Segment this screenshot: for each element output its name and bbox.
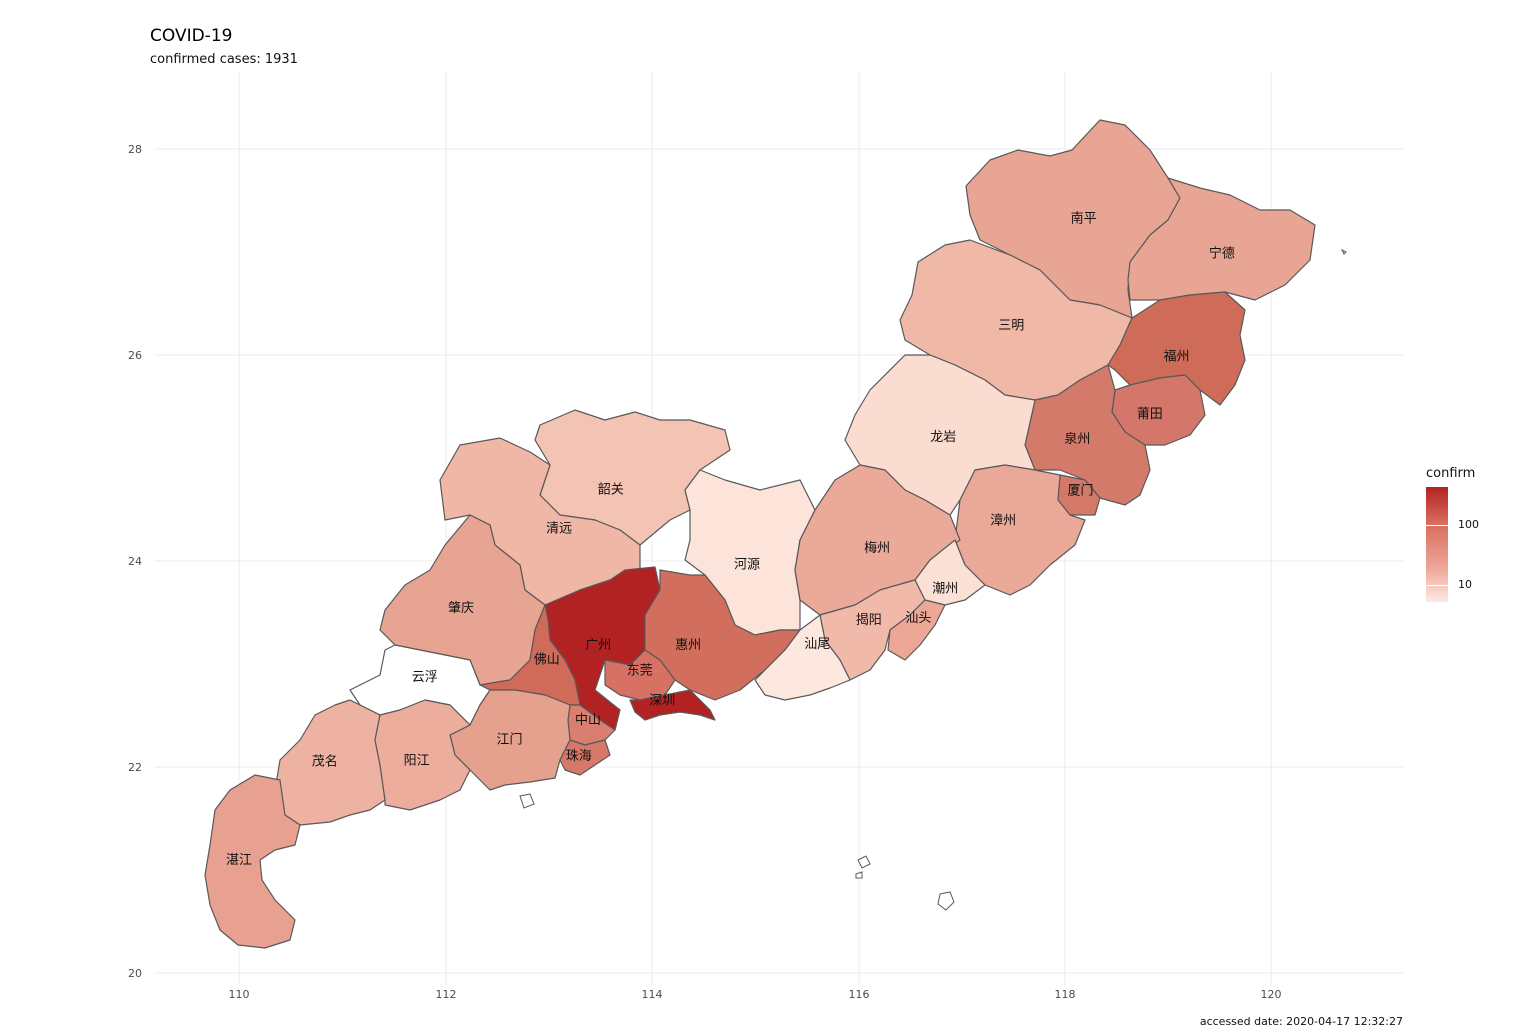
- y-tick-label: 20: [128, 967, 142, 980]
- region-label: 肇庆: [448, 601, 474, 616]
- region-label: 江门: [496, 733, 522, 748]
- region-label: 湛江: [226, 853, 252, 868]
- legend-title: confirm: [1426, 466, 1476, 481]
- region-label: 珠海: [566, 749, 592, 764]
- region-label: 云浮: [412, 670, 438, 685]
- region-label: 汕尾: [804, 637, 830, 652]
- legend-tickmark: [1426, 585, 1448, 586]
- y-tick-label: 24: [128, 555, 142, 568]
- legend-color-bar: [1426, 487, 1448, 602]
- x-tick-label: 118: [1055, 988, 1076, 1001]
- legend-tick-100: 100: [1458, 518, 1479, 531]
- region-label: 清远: [546, 522, 572, 537]
- island: [519, 793, 535, 809]
- x-tick-label: 114: [642, 988, 663, 1001]
- region-label: 莆田: [1137, 407, 1163, 422]
- caption: accessed date: 2020-04-17 12:32:27: [1199, 1015, 1403, 1028]
- region-fuzhou[interactable]: [1107, 291, 1246, 406]
- x-axis: 110 112 114 116 118 120: [229, 988, 1282, 1001]
- region-label: 梅州: [864, 541, 890, 556]
- region-label: 阳江: [404, 753, 430, 768]
- region-quanzhou[interactable]: [1024, 364, 1151, 506]
- islands: [519, 248, 1347, 911]
- chart-title: COVID-19: [150, 26, 233, 46]
- x-tick-label: 116: [849, 988, 870, 1001]
- legend-tick-10: 10: [1458, 578, 1472, 591]
- legend-tickmark: [1426, 525, 1448, 526]
- y-axis: 28 26 24 22 20: [128, 143, 142, 980]
- region-label: 佛山: [534, 652, 560, 667]
- region-label: 福州: [1163, 350, 1189, 365]
- region-label: 深圳: [649, 694, 675, 709]
- region-label: 河源: [734, 558, 760, 573]
- island: [937, 891, 955, 911]
- region-label: 厦门: [1067, 484, 1093, 499]
- region-label: 汕头: [905, 611, 931, 626]
- region-label: 南平: [1071, 211, 1097, 227]
- region-label: 泉州: [1064, 431, 1090, 447]
- regions: [204, 119, 1316, 949]
- region-zhuhai[interactable]: [559, 739, 611, 776]
- region-label: 广州: [585, 638, 611, 653]
- region-label: 漳州: [990, 512, 1016, 528]
- y-tick-label: 26: [128, 349, 142, 362]
- region-label: 东莞: [627, 664, 653, 679]
- y-tick-label: 28: [128, 143, 142, 156]
- x-tick-label: 120: [1261, 988, 1282, 1001]
- region-label: 中山: [575, 713, 601, 728]
- region-label: 揭阳: [856, 613, 882, 628]
- region-label: 宁德: [1209, 246, 1235, 262]
- island: [857, 855, 871, 869]
- region-dongguan[interactable]: [604, 649, 676, 701]
- island: [855, 871, 863, 879]
- region-label: 龙岩: [930, 430, 956, 445]
- region-shenzhen[interactable]: [629, 689, 716, 721]
- island: [1340, 248, 1347, 255]
- y-tick-label: 22: [128, 761, 142, 774]
- x-tick-label: 112: [436, 988, 457, 1001]
- region-label: 韶关: [598, 481, 624, 497]
- x-tick-label: 110: [229, 988, 250, 1001]
- region-shanwei[interactable]: [754, 614, 851, 701]
- region-label: 惠州: [675, 638, 701, 653]
- region-label: 三明: [998, 319, 1024, 334]
- region-shantou[interactable]: [887, 599, 946, 661]
- region-yangjiang[interactable]: [374, 699, 471, 811]
- chart-subtitle: confirmed cases: 1931: [150, 52, 298, 67]
- region-label: 茂名: [312, 753, 338, 769]
- region-label: 潮州: [932, 581, 958, 596]
- region-zhanjiang[interactable]: [204, 774, 301, 949]
